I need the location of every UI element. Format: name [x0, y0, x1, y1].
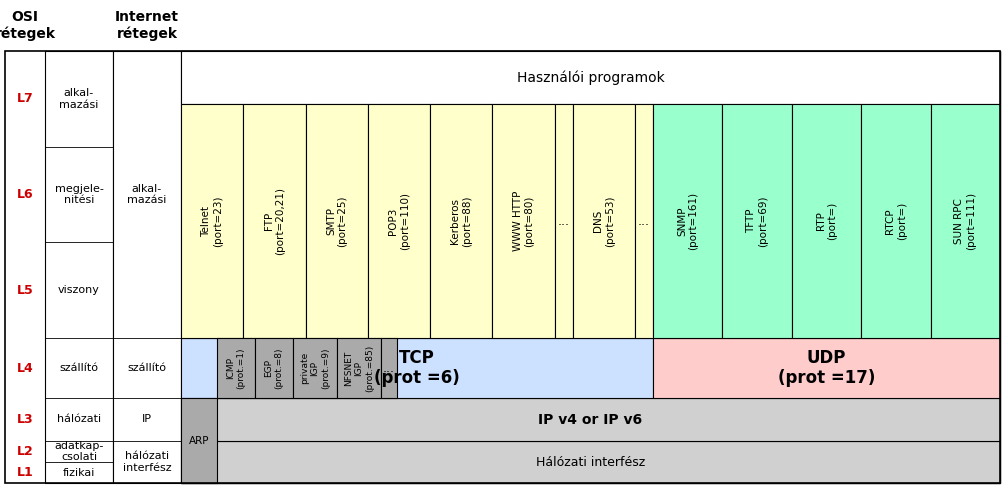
Text: L3: L3: [17, 413, 33, 426]
Bar: [337, 338, 381, 398]
Text: SNMP
(port=161): SNMP (port=161): [677, 192, 698, 250]
Text: megjele-
nitési: megjele- nitési: [54, 184, 104, 205]
Text: ...: ...: [638, 214, 650, 227]
Text: EGP
(prot.=8): EGP (prot.=8): [264, 347, 283, 389]
Text: POP3
(port=110): POP3 (port=110): [388, 192, 410, 250]
Text: hálózati: hálózati: [57, 414, 102, 424]
Text: L2: L2: [17, 445, 33, 458]
Bar: [113, 51, 181, 483]
Bar: [931, 104, 1000, 338]
Bar: [492, 104, 555, 338]
Bar: [255, 338, 293, 398]
Text: Telnet
(port=23): Telnet (port=23): [201, 195, 223, 247]
Bar: [573, 104, 635, 338]
Text: Hálózati interfész: Hálózati interfész: [536, 455, 645, 468]
Bar: [306, 104, 368, 338]
Text: szállító: szállító: [128, 363, 167, 373]
Text: ...: ...: [383, 362, 395, 375]
Bar: [381, 338, 397, 398]
Bar: [181, 51, 1000, 104]
Bar: [217, 338, 255, 398]
Text: UDP
(prot =17): UDP (prot =17): [778, 349, 875, 387]
Bar: [555, 104, 573, 338]
Text: SUN RPC
(port=111): SUN RPC (port=111): [955, 192, 976, 250]
Bar: [653, 104, 723, 338]
Text: szállító: szállító: [59, 363, 98, 373]
Bar: [243, 104, 306, 338]
Bar: [181, 338, 653, 398]
Text: SMTP
(port=25): SMTP (port=25): [326, 195, 348, 247]
Text: fizikai: fizikai: [62, 467, 95, 477]
Bar: [635, 104, 653, 338]
Text: FTP
(port=20,21): FTP (port=20,21): [263, 187, 285, 255]
Text: alkal-
mazási: alkal- mazási: [128, 184, 167, 205]
Text: L7: L7: [17, 92, 33, 105]
Bar: [861, 104, 931, 338]
Text: DNS
(port=53): DNS (port=53): [593, 195, 615, 247]
Bar: [653, 338, 1000, 398]
Bar: [792, 104, 861, 338]
Text: Használói programok: Használói programok: [517, 70, 664, 85]
Bar: [181, 441, 1000, 483]
Text: IP v4 or IP v6: IP v4 or IP v6: [539, 412, 642, 426]
Bar: [181, 398, 217, 483]
Text: ICMP
(prot.=1): ICMP (prot.=1): [226, 347, 245, 389]
Text: private
IGP
(prot.=9): private IGP (prot.=9): [300, 347, 330, 389]
Text: ARP: ARP: [189, 435, 209, 445]
Text: OSI
rétegek: OSI rétegek: [0, 10, 55, 41]
Bar: [45, 51, 113, 483]
Bar: [181, 51, 1000, 483]
Text: adatkap-
csolati: adatkap- csolati: [54, 441, 104, 462]
Text: L5: L5: [17, 284, 33, 297]
Text: L6: L6: [17, 188, 33, 201]
Bar: [430, 104, 492, 338]
Text: RTCP
(port=): RTCP (port=): [885, 202, 907, 240]
Text: ...: ...: [558, 214, 570, 227]
Text: Internet
rétegek: Internet rétegek: [115, 10, 179, 41]
Bar: [723, 104, 792, 338]
Text: WWW HTTP
(port=80): WWW HTTP (port=80): [513, 191, 535, 251]
Text: NFSNET
IGP
(prot.=85): NFSNET IGP (prot.=85): [344, 344, 374, 392]
Bar: [181, 398, 1000, 441]
Text: RTP
(port=): RTP (port=): [816, 202, 837, 240]
Bar: [5, 51, 1000, 483]
Text: TCP
(prot =6): TCP (prot =6): [374, 349, 460, 387]
Bar: [181, 104, 243, 338]
Text: TFTP
(port=69): TFTP (port=69): [747, 195, 768, 247]
Text: hálózati
interfész: hálózati interfész: [123, 451, 171, 473]
Text: L1: L1: [17, 466, 33, 479]
Text: Kerberos
(port=88): Kerberos (port=88): [450, 195, 472, 247]
Text: IP: IP: [142, 414, 152, 424]
Bar: [293, 338, 337, 398]
Text: L4: L4: [17, 362, 33, 375]
Text: alkal-
mazási: alkal- mazási: [59, 88, 98, 110]
Bar: [368, 104, 430, 338]
Text: viszony: viszony: [58, 285, 99, 295]
